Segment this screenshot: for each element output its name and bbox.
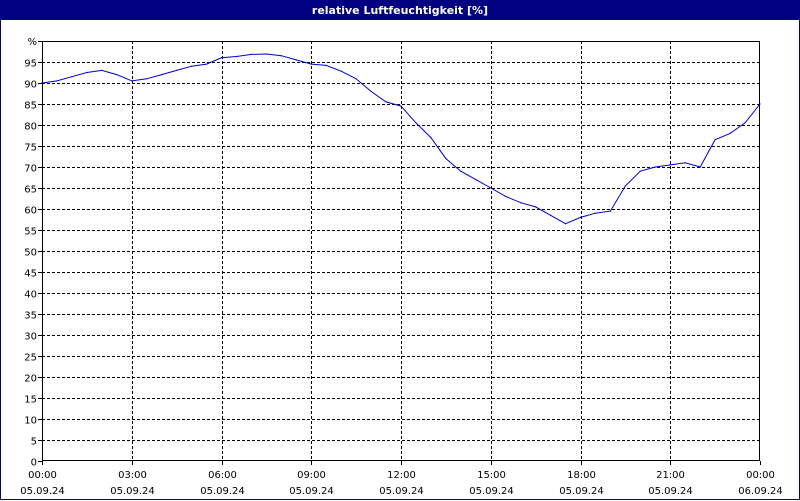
y-tick-label: 70 — [24, 164, 37, 175]
y-tick-label: 65 — [24, 185, 37, 196]
data-point — [609, 210, 612, 212]
x-tick-date-label: 05.09.24 — [379, 486, 424, 497]
data-point — [220, 57, 223, 59]
data-point — [535, 206, 537, 208]
data-point — [699, 166, 701, 168]
y-tick-label: 20 — [24, 374, 37, 385]
y-tick-label: 95 — [24, 59, 37, 70]
y-tick-label: 15 — [24, 395, 37, 406]
data-point — [131, 80, 133, 82]
y-tick-label: 80 — [24, 122, 37, 133]
x-tick-date-label: 05.09.24 — [648, 486, 693, 497]
data-point — [325, 64, 327, 66]
data-point — [564, 223, 567, 225]
data-point — [265, 53, 267, 55]
data-point — [579, 216, 582, 218]
data-point — [639, 170, 641, 172]
plot-frame — [42, 41, 760, 461]
data-point — [385, 101, 387, 103]
data-point — [400, 105, 402, 107]
data-point — [594, 212, 597, 214]
x-tick-time-label: 18:00 — [567, 470, 596, 481]
x-tick-date-label: 06.09.24 — [738, 486, 783, 497]
x-tick-time-label: 06:00 — [208, 470, 237, 481]
data-point — [550, 214, 552, 216]
y-tick-label: 30 — [24, 332, 37, 343]
y-tick-label: 40 — [24, 290, 37, 301]
data-point — [295, 59, 297, 61]
data-point — [116, 74, 118, 76]
data-point — [654, 166, 656, 168]
x-tick-date-label: 05.09.24 — [559, 486, 604, 497]
x-tick-date-label: 05.09.24 — [20, 486, 65, 497]
data-point — [415, 122, 417, 124]
y-tick-label: 55 — [24, 227, 37, 238]
data-point — [744, 122, 746, 124]
x-tick-time-label: 15:00 — [477, 470, 506, 481]
x-tick-labels: 00:00 05.09.24 03:00 05.09.24 06:00 05.09.24 0… — [20, 470, 783, 497]
y-tick-label: 85 — [24, 101, 37, 112]
chart-title: relative Luftfeuchtigkeit [%] — [1, 1, 799, 20]
data-point — [460, 170, 462, 172]
data-point — [41, 82, 43, 84]
data-point — [146, 78, 148, 80]
x-tick-date-label: 05.09.24 — [110, 486, 155, 497]
y-tick-label: 10 — [24, 416, 37, 427]
y-tick-label: 75 — [24, 143, 37, 154]
data-point — [505, 195, 507, 197]
y-tick-label: 35 — [24, 311, 37, 322]
y-unit-label: % — [27, 37, 37, 48]
data-point — [624, 185, 627, 187]
x-tick-time-label: 12:00 — [387, 470, 416, 481]
data-point — [280, 55, 282, 57]
data-point — [176, 69, 178, 71]
y-tick-label: 25 — [24, 353, 37, 364]
x-tick-time-label: 03:00 — [118, 470, 147, 481]
data-point — [669, 164, 671, 166]
data-point — [759, 103, 761, 105]
data-point — [205, 63, 208, 65]
x-tick-time-label: 09:00 — [297, 470, 326, 481]
x-tick-time-label: 21:00 — [656, 470, 685, 481]
y-tick-label: 90 — [24, 80, 37, 91]
y-tick-label: 60 — [24, 206, 37, 217]
y-tick-label: 0 — [31, 458, 37, 469]
x-tick-date-label: 05.09.24 — [469, 486, 514, 497]
grid — [42, 41, 760, 461]
data-point — [475, 179, 477, 181]
data-point — [71, 76, 73, 78]
data-point — [490, 187, 492, 189]
data-point — [191, 65, 193, 67]
y-tick-label: 45 — [24, 269, 37, 280]
series-group — [41, 53, 761, 225]
data-point — [355, 78, 357, 80]
data-point — [430, 137, 432, 139]
data-point — [445, 158, 447, 160]
data-point — [310, 63, 312, 65]
axes — [38, 41, 761, 465]
data-point — [235, 55, 238, 58]
data-point — [101, 69, 103, 71]
x-tick-date-label: 05.09.24 — [289, 486, 334, 497]
data-point — [520, 202, 522, 204]
data-point — [370, 90, 372, 92]
y-tick-label: 5 — [31, 437, 37, 448]
y-tick-labels: 0 5 10 15 20 25 30 35 40 45 50 55 60 65 70 75 80 85 90 95% — [24, 37, 37, 469]
x-tick-time-label: 00:00 — [746, 470, 775, 481]
data-point — [684, 162, 686, 164]
x-tick-date-label: 05.09.24 — [200, 486, 245, 497]
data-point — [250, 53, 252, 56]
data-point — [714, 139, 716, 141]
x-tick-time-label: 00:00 — [28, 470, 57, 481]
data-point — [161, 74, 163, 76]
data-point — [340, 70, 342, 72]
data-point — [56, 80, 58, 82]
data-point — [86, 71, 88, 74]
y-tick-label: 50 — [24, 248, 37, 259]
data-point — [729, 132, 731, 134]
